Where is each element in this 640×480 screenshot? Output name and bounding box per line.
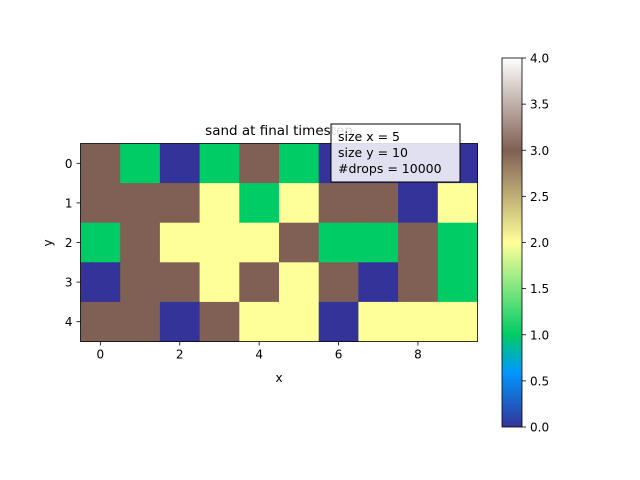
heatmap-cell xyxy=(279,222,320,263)
heatmap-cell xyxy=(120,301,161,342)
heatmap-cell xyxy=(199,143,240,184)
heatmap-cell xyxy=(318,222,359,263)
heatmap-cell xyxy=(437,262,478,303)
x-tick-label: 0 xyxy=(97,348,105,362)
heatmap-cell xyxy=(239,143,280,184)
colorbar-tick-label: 3.5 xyxy=(530,98,549,112)
heatmap-cell xyxy=(120,262,161,303)
heatmap-cell xyxy=(398,301,439,342)
heatmap-cell xyxy=(199,222,240,263)
heatmap-cell xyxy=(199,183,240,224)
heatmap-cell xyxy=(80,262,121,303)
colorbar-ticks: 0.0 0.5 1.0 1.5 2.0 2.5 3.0 3.5 4.0 xyxy=(522,52,549,435)
heatmap-cell xyxy=(358,262,399,303)
y-tick-label: 0 xyxy=(65,157,73,171)
heatmap-cell xyxy=(239,262,280,303)
colorbar-tick-label: 1.5 xyxy=(530,282,549,296)
heatmap-cell xyxy=(199,301,240,342)
x-axis-label: x xyxy=(275,371,282,385)
colorbar: 0.0 0.5 1.0 1.5 2.0 2.5 3.0 3.5 4.0 xyxy=(501,52,549,435)
colorbar-tick-label: 1.0 xyxy=(530,328,549,342)
colorbar-tick-label: 2.0 xyxy=(530,236,549,250)
heatmap-cell xyxy=(239,301,280,342)
annotation-line-size-y: size y = 10 xyxy=(338,145,408,160)
heatmap-cell xyxy=(358,222,399,263)
y-tick-label: 4 xyxy=(65,315,73,329)
x-tick-label: 4 xyxy=(255,348,263,362)
heatmap-cell xyxy=(398,262,439,303)
heatmap-cell xyxy=(159,143,200,184)
colorbar-tick-label: 0.5 xyxy=(530,374,549,388)
heatmap-cell xyxy=(120,143,161,184)
colorbar-tick-label: 0.0 xyxy=(530,421,549,435)
heatmap-cell xyxy=(318,301,359,342)
y-tick-label: 1 xyxy=(65,196,73,210)
colorbar-gradient xyxy=(501,57,523,428)
colorbar-tick-label: 2.5 xyxy=(530,190,549,204)
y-axis-ticks: 0 1 2 3 4 xyxy=(65,157,81,329)
heatmap-cell xyxy=(398,183,439,224)
heatmap-cell xyxy=(358,183,399,224)
heatmap-cell xyxy=(239,183,280,224)
x-axis-ticks: 0 2 4 6 8 xyxy=(97,341,422,362)
heatmap-cell xyxy=(279,183,320,224)
annotation-line-drops: #drops = 10000 xyxy=(338,161,442,176)
y-axis-label: y xyxy=(41,239,55,246)
heatmap-cell xyxy=(120,183,161,224)
heatmap-cell xyxy=(279,262,320,303)
heatmap-cell xyxy=(318,183,359,224)
heatmap-cell xyxy=(159,222,200,263)
y-tick-label: 2 xyxy=(65,236,73,250)
heatmap-cell xyxy=(318,262,359,303)
heatmap-cell xyxy=(437,222,478,263)
y-tick-label: 3 xyxy=(65,276,73,290)
colorbar-tick-label: 4.0 xyxy=(530,52,549,66)
x-tick-label: 8 xyxy=(414,348,422,362)
heatmap-cell xyxy=(358,301,399,342)
heatmap-cell xyxy=(437,301,478,342)
heatmap-cell xyxy=(159,183,200,224)
heatmap-cell xyxy=(80,183,121,224)
heatmap-cell xyxy=(239,222,280,263)
heatmap-cell xyxy=(80,222,121,263)
heatmap-cell xyxy=(80,301,121,342)
chart-title: sand at final timestep xyxy=(205,123,353,139)
heatmap-cell xyxy=(279,301,320,342)
annotation-box: size x = 5 size y = 10 #drops = 10000 xyxy=(330,123,461,183)
heatmap-cell xyxy=(80,143,121,184)
annotation-line-size-x: size x = 5 xyxy=(338,129,400,144)
heatmap-cell xyxy=(437,183,478,224)
heatmap-cell xyxy=(159,301,200,342)
x-tick-label: 6 xyxy=(335,348,343,362)
x-tick-label: 2 xyxy=(176,348,184,362)
colorbar-tick-label: 3.0 xyxy=(530,144,549,158)
heatmap-cell xyxy=(120,222,161,263)
heatmap-cell xyxy=(199,262,240,303)
heatmap-cell xyxy=(159,262,200,303)
heatmap-cell xyxy=(398,222,439,263)
heatmap-cell xyxy=(279,143,320,184)
